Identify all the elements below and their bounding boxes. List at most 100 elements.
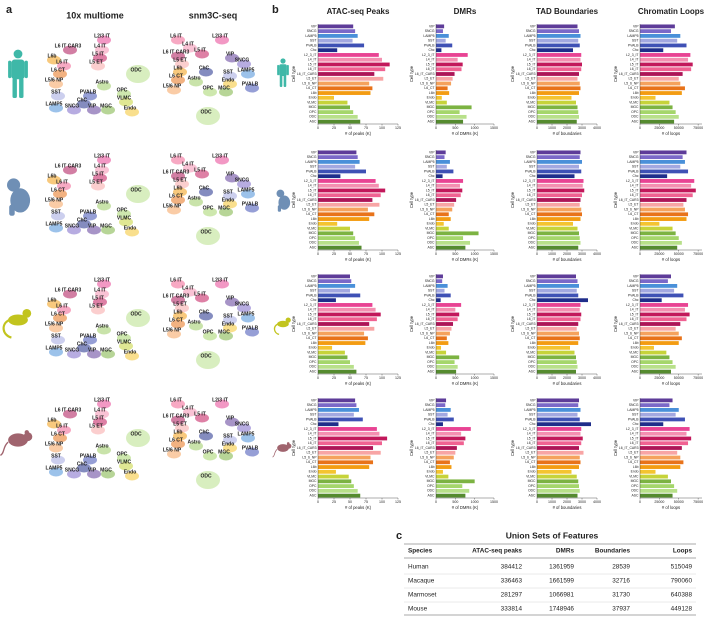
bar (537, 307, 580, 312)
bar (537, 110, 579, 114)
umap-cluster (175, 423, 189, 433)
bar (318, 474, 349, 479)
category-label: SNCG (307, 403, 317, 407)
category-label: L2_3_IT (523, 53, 535, 57)
umap-label: PVALB (242, 325, 259, 331)
umap-label: L5 ET (89, 303, 103, 309)
umap-cluster (91, 425, 105, 435)
bar (318, 202, 380, 207)
chart-title: ATAC-seq Peaks (327, 7, 390, 16)
umap-label: L5 ET (173, 177, 187, 183)
bar (537, 29, 579, 34)
category-label: L5_ET (629, 327, 639, 331)
bar (537, 100, 576, 105)
umap-cluster (171, 195, 185, 205)
bar (318, 174, 341, 179)
category-label: VIP (429, 150, 435, 154)
umap-label: MGC (218, 205, 230, 211)
umap: L2/3 IT L6 IT CAR3 L4 IT L6b L5 IT L6 IT L5 ET… (45, 277, 150, 361)
category-label: L6_IT (426, 441, 435, 445)
bar (537, 417, 580, 422)
umap-label: MGC (218, 329, 230, 335)
bar (436, 488, 470, 493)
umap-label: SNCG (65, 467, 80, 473)
category-label: L6b (530, 91, 536, 95)
species-icon (272, 442, 292, 458)
umap-label: Endo (124, 225, 137, 231)
category-label: LAMP5 (524, 408, 535, 412)
table-header: DMRs (556, 548, 575, 555)
bar (436, 174, 443, 179)
umap-label: L6 CT (51, 67, 65, 73)
category-label: VLMC (425, 474, 435, 478)
umap-cluster (67, 105, 81, 115)
chart-title: DMRs (454, 7, 477, 16)
umap-label: L6b (48, 53, 57, 59)
bar (537, 76, 578, 81)
bar (640, 212, 689, 217)
umap-label: PVALB (80, 89, 97, 95)
x-tick-label: 0 (317, 252, 319, 256)
umap-cluster (171, 75, 185, 85)
bar (640, 441, 689, 446)
umap-cluster (97, 399, 111, 409)
x-tick-label: 500 (452, 252, 458, 256)
category-label: L6b (311, 465, 317, 469)
category-label: L6_IT (527, 67, 536, 71)
category-label: L2_3_IT (422, 427, 434, 431)
y-axis-label: Cell type (291, 439, 296, 456)
x-tick-label: 2000 (563, 126, 571, 130)
table-cell: 790060 (671, 578, 693, 585)
umap-label: Astro (95, 443, 108, 449)
category-label: L2_3_IT (422, 179, 434, 183)
bar (436, 493, 466, 498)
category-label: OPC (427, 484, 435, 488)
bar (436, 436, 466, 441)
bar (640, 193, 693, 198)
category-label: SNCG (629, 403, 639, 407)
category-label: L5_IT (630, 188, 639, 192)
umap-label: L5 IT (194, 167, 206, 173)
x-tick-label: 75 (364, 376, 368, 380)
umap-cluster (195, 413, 209, 423)
umap: L2/3 IT L6 IT CAR3 L4 IT L6b L5 IT L6 IT L5 ET… (45, 153, 150, 237)
category-label: SST (529, 165, 536, 169)
category-label: L4_IT (426, 432, 435, 436)
category-label: LAMP5 (423, 160, 434, 164)
bar (436, 110, 460, 114)
bar (537, 188, 585, 193)
x-tick-label: 0 (435, 376, 437, 380)
category-label: L6b (311, 217, 317, 221)
category-label: MGC (427, 231, 435, 235)
bar (318, 207, 368, 212)
umap-label: L6 CT (169, 317, 183, 323)
bar (537, 326, 577, 331)
bar (537, 169, 582, 174)
bar (318, 245, 362, 250)
category-label: MGC (528, 231, 536, 235)
bar (537, 436, 583, 441)
bar (537, 86, 581, 91)
x-tick-label: 50 (348, 500, 352, 504)
umap-cluster (101, 225, 115, 235)
bar (537, 150, 581, 155)
umap-cluster (199, 311, 213, 321)
bar (436, 298, 441, 303)
x-tick-label: 1500 (490, 500, 498, 504)
category-label: L5_ET (425, 77, 435, 81)
bar (537, 317, 581, 322)
category-label: Endo (309, 96, 317, 100)
bar (436, 155, 445, 160)
umap-cluster (117, 333, 131, 343)
x-tick-label: 1000 (471, 376, 479, 380)
umap-label: ODC (200, 109, 212, 115)
category-label: L2_3_IT (523, 303, 535, 307)
umap-label: Endo (222, 321, 235, 327)
x-axis-label: # of peaks (K) (345, 381, 372, 386)
x-tick-label: 100 (379, 126, 385, 130)
umap-label: SST (223, 189, 233, 195)
category-label: L6_IT (426, 193, 435, 197)
umap-cluster (93, 173, 107, 183)
